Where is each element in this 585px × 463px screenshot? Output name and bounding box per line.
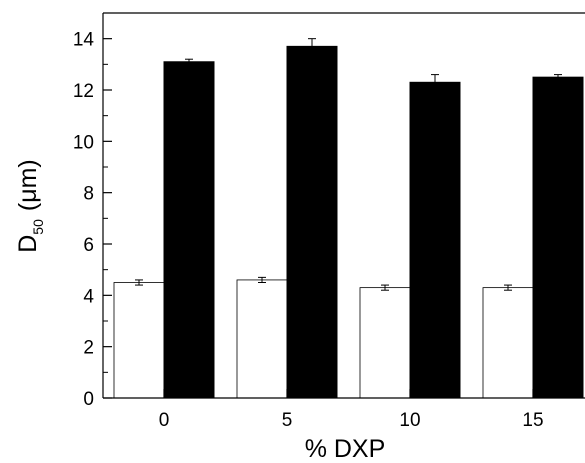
y-tick-label-10: 10 — [73, 132, 94, 153]
bar-series1-15 — [482, 287, 534, 399]
y-tick-label-14: 14 — [73, 30, 95, 51]
y-tick-label-12: 12 — [73, 81, 94, 102]
y-ticks-group: 0 2 4 6 8 10 12 14 — [73, 30, 112, 410]
y-axis-title-main: D — [14, 235, 42, 253]
x-tick-label-0: 0 — [159, 410, 170, 431]
bars-group — [113, 45, 584, 399]
y-axis-title-subscript: 50 — [30, 219, 46, 235]
x-tick-label-5: 5 — [282, 410, 293, 431]
error-bars-group — [135, 38, 562, 291]
bar-series2-0 — [163, 61, 215, 399]
axes-group — [102, 12, 585, 399]
y-axis-title-unit: (μm) — [14, 159, 42, 211]
y-tick-label-4: 4 — [83, 286, 94, 307]
x-axis-title: % DXP — [305, 435, 386, 463]
y-tick-label-8: 8 — [83, 184, 94, 205]
x-ticks-group: 0 5 10 15 — [159, 389, 544, 431]
y-tick-label-6: 6 — [83, 235, 94, 256]
bar-series1-0 — [113, 282, 165, 399]
bar-series1-10 — [359, 287, 411, 399]
y-tick-label-2: 2 — [83, 338, 94, 359]
bar-series2-10 — [409, 81, 461, 399]
bar-series1-5 — [236, 279, 288, 399]
x-tick-label-10: 10 — [399, 410, 420, 431]
y-axis-title: D50 (μm) — [14, 159, 46, 253]
y-tick-label-0: 0 — [83, 389, 94, 410]
bar-series2-15 — [532, 76, 584, 399]
bar-series2-5 — [286, 45, 338, 399]
x-tick-label-15: 15 — [522, 410, 543, 431]
